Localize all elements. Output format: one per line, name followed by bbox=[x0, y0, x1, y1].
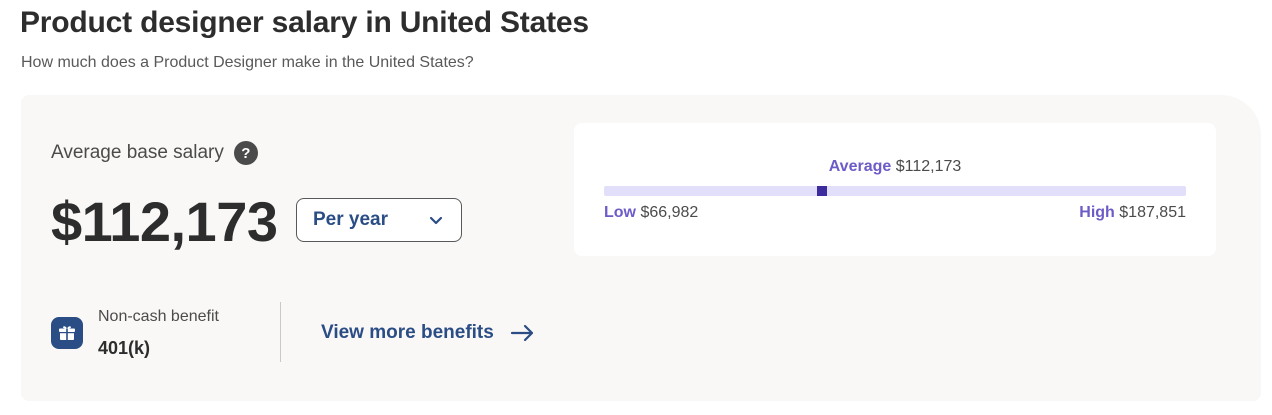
range-high-label: High $187,851 bbox=[1079, 204, 1186, 222]
salary-range-panel: Average $112,173 Low $66,982 High $187,8… bbox=[574, 123, 1216, 256]
range-low-key: Low bbox=[604, 204, 636, 221]
salary-range-bar bbox=[604, 186, 1186, 196]
view-more-benefits-link[interactable]: View more benefits bbox=[321, 322, 536, 344]
average-salary-marker bbox=[816, 186, 827, 196]
pay-period-selected: Per year bbox=[313, 209, 389, 230]
view-more-benefits-label: View more benefits bbox=[321, 322, 494, 343]
range-low-value: $66,982 bbox=[640, 204, 699, 221]
benefits-divider bbox=[280, 302, 281, 362]
question-circle-icon[interactable]: ? bbox=[233, 141, 258, 165]
range-average-label: Average $112,173 bbox=[574, 158, 1216, 176]
range-average-value: $112,173 bbox=[895, 158, 962, 175]
benefit-label: Non-cash benefit bbox=[98, 308, 219, 325]
arrow-right-icon bbox=[510, 323, 536, 343]
range-high-value: $187,851 bbox=[1119, 204, 1186, 221]
benefit-value: 401(k) bbox=[98, 338, 151, 358]
pay-period-dropdown[interactable]: Per year bbox=[296, 198, 462, 242]
chevron-down-icon bbox=[427, 211, 445, 229]
gift-icon bbox=[51, 317, 83, 349]
average-salary-label-row: Average base salary ? bbox=[51, 141, 258, 165]
page-subtitle: How much does a Product Designer make in… bbox=[21, 54, 474, 71]
page-title: Product designer salary in United States bbox=[20, 6, 589, 39]
range-average-key: Average bbox=[828, 158, 892, 175]
range-low-label: Low $66,982 bbox=[604, 204, 698, 222]
salary-card: Average base salary ? $112,173 Per year … bbox=[21, 95, 1261, 401]
average-salary-amount: $112,173 bbox=[51, 190, 278, 253]
average-salary-label: Average base salary bbox=[51, 142, 224, 163]
range-high-key: High bbox=[1079, 204, 1115, 221]
